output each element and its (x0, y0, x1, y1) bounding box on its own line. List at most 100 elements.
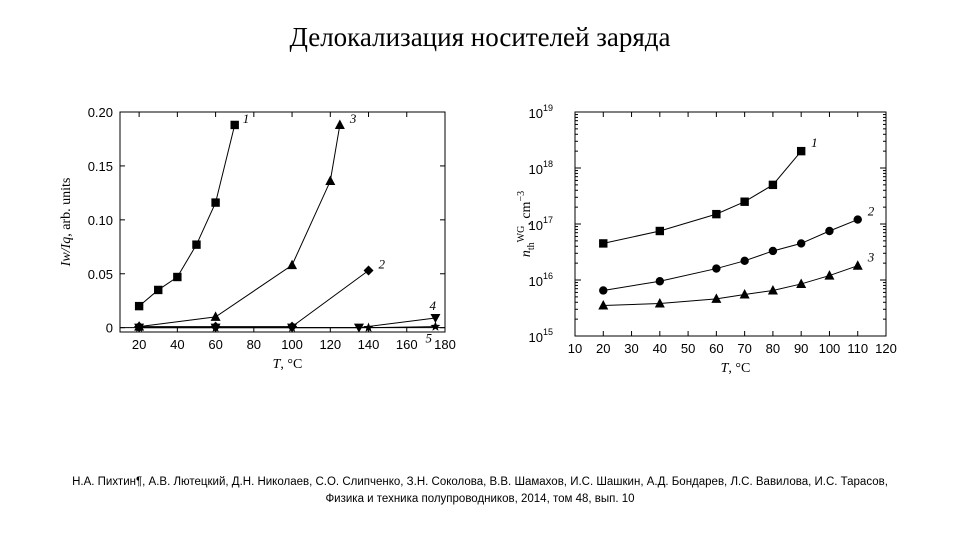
x-tick-label: 140 (358, 337, 380, 352)
series-line (603, 219, 858, 291)
series-3: 3 (598, 250, 875, 310)
y-tick-label: 0.15 (88, 159, 113, 174)
x-tick-label: 100 (281, 337, 303, 352)
data-point (325, 175, 336, 186)
data-point (192, 240, 201, 249)
data-point (796, 278, 807, 288)
data-point (134, 322, 145, 332)
x-tick-label: 20 (596, 341, 610, 356)
data-point (210, 322, 221, 332)
data-point (334, 119, 345, 129)
y-tick-label: 1018 (529, 159, 553, 177)
source-caption: Н.А. Пихтин¶, А.В. Лютецкий, Д.Н. Никола… (20, 474, 940, 508)
data-point (740, 256, 749, 266)
data-point (599, 239, 608, 248)
series-line (603, 150, 802, 244)
data-point (768, 180, 778, 190)
data-point (824, 270, 835, 280)
data-point (711, 293, 722, 303)
series-5: 5 (134, 321, 441, 346)
y-axis-label: nthWG, cm−3 (516, 191, 537, 257)
series-label: 5 (425, 331, 432, 346)
data-point (287, 322, 297, 332)
data-point (853, 215, 862, 224)
data-point (796, 239, 806, 248)
y-tick-label: 1015 (529, 327, 553, 345)
data-point (740, 197, 749, 206)
y-tick-label: 0.20 (88, 105, 113, 120)
caption-source: Физика и техника полупроводников, 2014, … (325, 493, 635, 505)
x-tick-label: 60 (208, 337, 222, 352)
x-tick-label: 100 (819, 341, 841, 356)
x-tick-label: 20 (132, 337, 146, 352)
slide-title: Делокализация носителей заряда (289, 22, 671, 52)
chart-carrier-density: 10 20 30 40 50 60 70 80 90 100 110 120 1015 1016 1017 1… (516, 103, 897, 376)
x-axis-label: T, °C (721, 361, 751, 376)
x-tick-label: 30 (624, 341, 638, 356)
series-line (139, 124, 341, 328)
data-point (599, 286, 608, 295)
series-2: 2 (134, 257, 386, 332)
data-point (712, 209, 721, 219)
data-point (598, 300, 609, 310)
data-point (768, 246, 778, 256)
series-2: 2 (599, 204, 875, 295)
series-1: 1 (599, 135, 818, 248)
data-point (825, 226, 834, 236)
x-tick-label: 70 (737, 341, 751, 356)
data-point (363, 322, 374, 332)
x-tick-label: 110 (847, 341, 868, 356)
series-line (138, 124, 236, 307)
plot-frame (574, 111, 887, 337)
data-point (210, 311, 221, 321)
x-axis-label: T, °C (273, 357, 303, 372)
series-label: 3 (349, 111, 357, 126)
series-label: 4 (429, 298, 436, 313)
series-label: 1 (243, 111, 250, 126)
series-label: 2 (379, 257, 386, 272)
series-label: 2 (868, 204, 875, 219)
data-point (430, 313, 441, 323)
data-point (211, 198, 220, 207)
y-tick-label: 0 (106, 321, 113, 336)
x-tick-label: 50 (681, 341, 695, 356)
caption-authors: Н.А. Пихтин¶, А.В. Лютецкий, Д.Н. Никола… (72, 476, 888, 488)
series-line (139, 270, 369, 328)
x-tick-label: 160 (396, 337, 418, 352)
data-point (154, 285, 163, 295)
y-tick-label: 1016 (529, 271, 553, 289)
data-point (363, 265, 374, 276)
series-label: 1 (811, 135, 818, 150)
x-tick-label: 40 (170, 337, 184, 352)
data-point (739, 289, 750, 299)
series-1: 1 (134, 111, 250, 311)
data-point (796, 146, 806, 156)
y-tick-label: 0.10 (88, 213, 113, 228)
series-line (603, 265, 858, 307)
data-point (134, 301, 144, 311)
y-tick-label: 1019 (529, 103, 553, 121)
data-point (173, 272, 182, 282)
y-tick-label: 0.05 (88, 267, 113, 282)
plot-frame (119, 111, 446, 333)
chart-current-ratio: 20 40 60 80 100 120 140 160 180 0 0.05 0.10 0.15 0.20… (59, 105, 456, 372)
y-tick-label: 1017 (529, 215, 553, 233)
series-3: 3 (134, 111, 357, 331)
data-point (654, 298, 665, 308)
data-point (287, 259, 298, 270)
data-point (430, 321, 441, 331)
data-point (655, 226, 665, 236)
data-point (655, 277, 665, 286)
x-tick-label: 180 (434, 337, 456, 352)
x-tick-label: 80 (247, 337, 261, 352)
x-tick-label: 60 (709, 341, 723, 356)
data-point (712, 264, 721, 273)
x-tick-label: 120 (319, 337, 341, 352)
data-point (852, 260, 863, 270)
series-label: 3 (867, 250, 875, 265)
x-tick-label: 80 (766, 341, 780, 356)
x-tick-label: 40 (653, 341, 667, 356)
x-tick-label: 120 (875, 341, 897, 356)
x-tick-label: 10 (568, 341, 582, 356)
y-axis-label: Iw/Iq, arb. units (59, 178, 74, 268)
